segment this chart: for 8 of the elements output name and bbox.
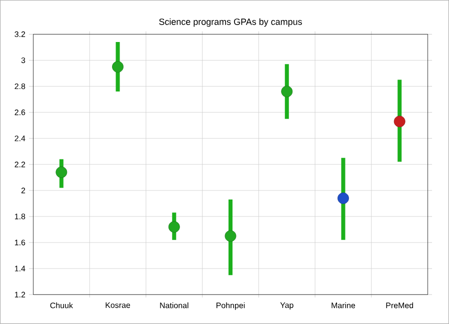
point (112, 61, 124, 73)
point (394, 116, 406, 128)
point (338, 192, 349, 204)
chart-title: Science programs GPAs by campus (159, 18, 302, 27)
point (168, 221, 180, 233)
point (224, 230, 236, 242)
point (56, 166, 68, 178)
point (281, 86, 293, 98)
